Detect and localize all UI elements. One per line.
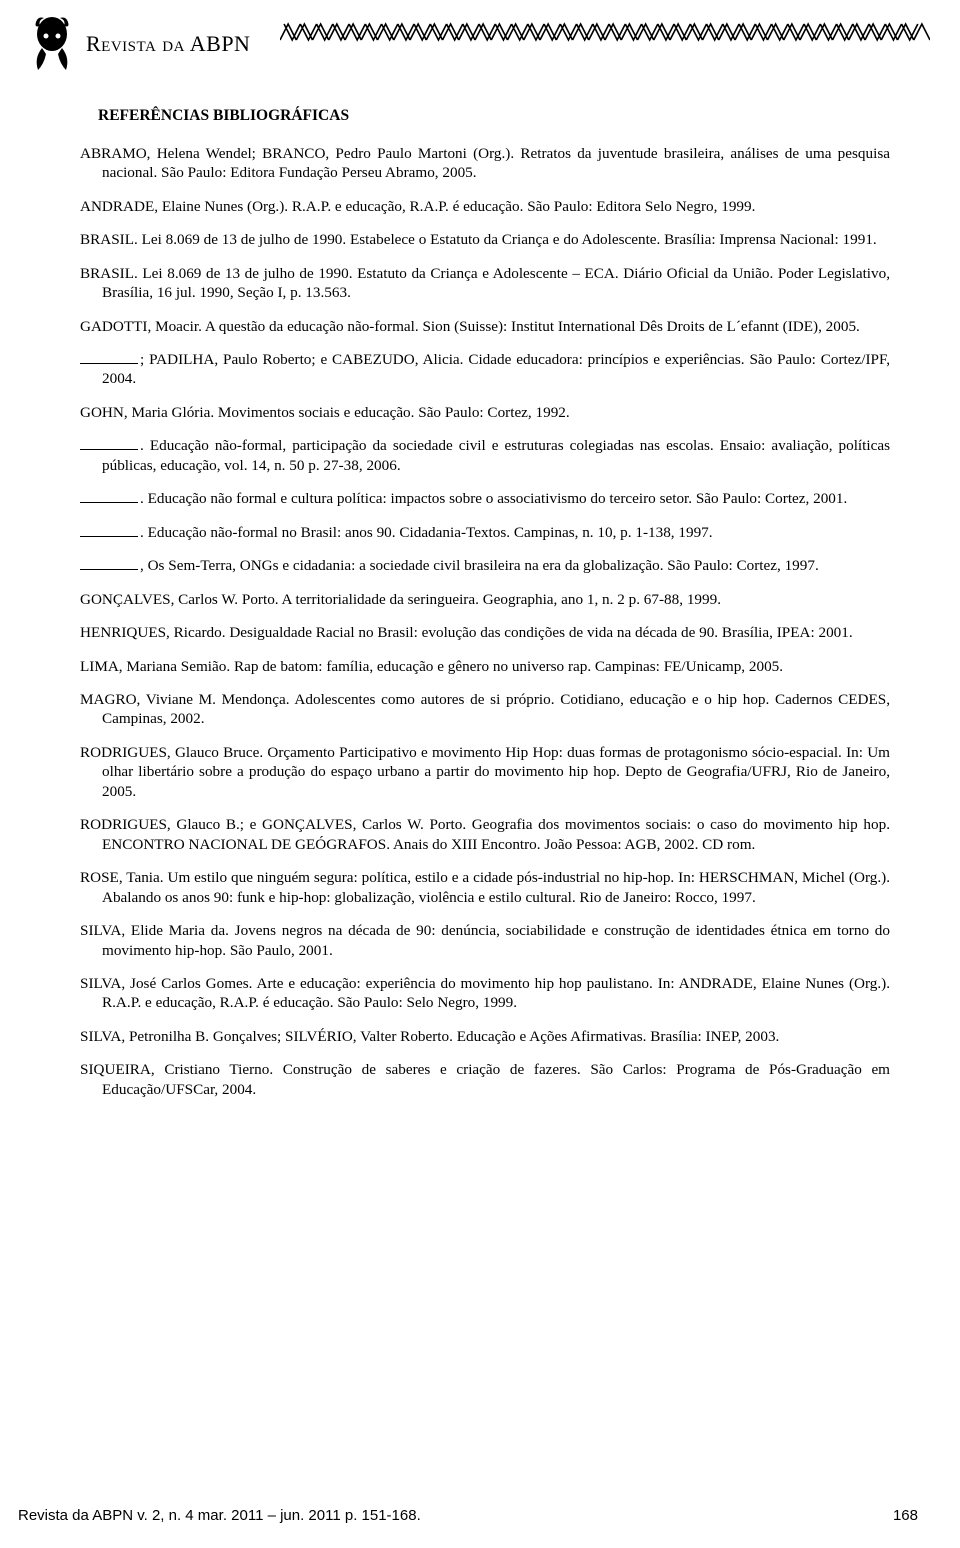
repeated-author-dash <box>80 557 138 571</box>
reference-entry: ABRAMO, Helena Wendel; BRANCO, Pedro Pau… <box>80 144 890 183</box>
reference-entry: GONÇALVES, Carlos W. Porto. A territoria… <box>80 590 890 609</box>
reference-entry: , Os Sem-Terra, ONGs e cidadania: a soci… <box>80 556 890 575</box>
reference-entry: BRASIL. Lei 8.069 de 13 de julho de 1990… <box>80 264 890 303</box>
journal-logo-text: Revista da ABPN <box>86 31 250 57</box>
references-list: ABRAMO, Helena Wendel; BRANCO, Pedro Pau… <box>80 144 890 1099</box>
repeated-author-dash <box>80 490 138 504</box>
reference-entry: SILVA, José Carlos Gomes. Arte e educaçã… <box>80 974 890 1013</box>
reference-entry: SILVA, Elide Maria da. Jovens negros na … <box>80 921 890 960</box>
reference-entry: RODRIGUES, Glauco B.; e GONÇALVES, Carlo… <box>80 815 890 854</box>
reference-entry: . Educação não-formal, participação da s… <box>80 436 890 475</box>
page-header: Revista da ABPN <box>0 0 960 90</box>
reference-entry: ROSE, Tania. Um estilo que ninguém segur… <box>80 868 890 907</box>
reference-entry: ANDRADE, Elaine Nunes (Org.). R.A.P. e e… <box>80 197 890 216</box>
reference-entry: GOHN, Maria Glória. Movimentos sociais e… <box>80 403 890 422</box>
repeated-author-dash <box>80 523 138 537</box>
triangle-border-icon <box>280 20 930 42</box>
abpn-head-icon <box>24 14 80 74</box>
section-title: REFERÊNCIAS BIBLIOGRÁFICAS <box>98 106 890 126</box>
repeated-author-dash <box>80 350 138 364</box>
references-content: REFERÊNCIAS BIBLIOGRÁFICAS ABRAMO, Helen… <box>0 90 960 1099</box>
reference-entry: ; PADILHA, Paulo Roberto; e CABEZUDO, Al… <box>80 350 890 389</box>
reference-entry: BRASIL. Lei 8.069 de 13 de julho de 1990… <box>80 230 890 249</box>
page-footer: Revista da ABPN v. 2, n. 4 mar. 2011 – j… <box>0 1507 960 1524</box>
footer-page-number: 168 <box>893 1507 918 1524</box>
repeated-author-dash <box>80 437 138 451</box>
reference-entry: LIMA, Mariana Semião. Rap de batom: famí… <box>80 657 890 676</box>
footer-journal-info: Revista da ABPN v. 2, n. 4 mar. 2011 – j… <box>18 1507 421 1524</box>
reference-entry: RODRIGUES, Glauco Bruce. Orçamento Parti… <box>80 743 890 801</box>
reference-entry: GADOTTI, Moacir. A questão da educação n… <box>80 317 890 336</box>
reference-entry: . Educação não-formal no Brasil: anos 90… <box>80 523 890 542</box>
reference-entry: HENRIQUES, Ricardo. Desigualdade Racial … <box>80 623 890 642</box>
reference-entry: MAGRO, Viviane M. Mendonça. Adolescentes… <box>80 690 890 729</box>
reference-entry: . Educação não formal e cultura política… <box>80 489 890 508</box>
reference-entry: SILVA, Petronilha B. Gonçalves; SILVÉRIO… <box>80 1027 890 1046</box>
reference-entry: SIQUEIRA, Cristiano Tierno. Construção d… <box>80 1060 890 1099</box>
